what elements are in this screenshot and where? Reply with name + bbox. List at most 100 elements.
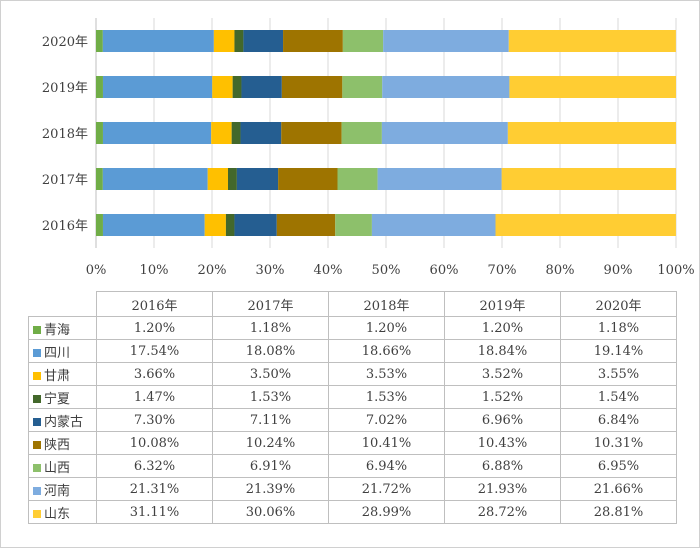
x-tick-label: 40%	[314, 263, 343, 278]
table-value-cell: 3.50%	[212, 362, 329, 386]
table-value-cell: 18.08%	[212, 339, 329, 363]
bar-segment	[207, 168, 229, 190]
bar-segment	[102, 168, 208, 190]
table-value-cell: 1.52%	[444, 385, 561, 409]
bar-segment	[236, 168, 279, 190]
table-value-cell: 19.14%	[560, 339, 677, 363]
table-row: 山东 31.11% 30.06% 28.99% 28.72% 28.81%	[28, 500, 677, 524]
bar-segment	[507, 122, 676, 144]
bar-segment	[96, 168, 103, 190]
y-tick-label: 2020年	[42, 35, 88, 50]
legend-swatch	[33, 440, 41, 449]
bar-segment	[278, 168, 338, 190]
table-value-cell: 17.54%	[96, 339, 213, 363]
table-value-cell: 7.02%	[328, 408, 445, 432]
table-value-cell: 6.94%	[328, 454, 445, 478]
bar-segment	[342, 76, 383, 98]
table-value-cell: 10.24%	[212, 431, 329, 455]
table-row: 四川 17.54% 18.08% 18.66% 18.84% 19.14%	[28, 339, 677, 363]
bar-segment	[383, 30, 509, 52]
table-column-header: 2018年	[328, 291, 445, 317]
table-row: 内蒙古 7.30% 7.11% 7.02% 6.96% 6.84%	[28, 408, 677, 432]
table-value-cell: 21.66%	[560, 477, 677, 501]
table-value-cell: 1.53%	[328, 385, 445, 409]
bar-segment	[281, 76, 343, 98]
bar-segment	[243, 30, 284, 52]
x-tick-label: 70%	[488, 263, 517, 278]
bar-segment	[241, 76, 282, 98]
bar-segment	[508, 30, 676, 52]
bar-segment	[342, 30, 384, 52]
data-table: 2016年 2017年 2018年 2019年 2020年 青海 1.20% 1.18% 1.2…	[28, 291, 677, 524]
table-value-cell: 3.52%	[444, 362, 561, 386]
table-value-cell: 18.84%	[444, 339, 561, 363]
table-value-cell: 28.99%	[328, 500, 445, 524]
table-value-cell: 7.11%	[212, 408, 329, 432]
series-name: 内蒙古	[44, 414, 84, 430]
table-value-cell: 1.53%	[212, 385, 329, 409]
x-tick-label: 60%	[430, 263, 459, 278]
table-value-cell: 1.18%	[560, 316, 677, 340]
bar-segment	[232, 76, 242, 98]
table-value-cell: 21.39%	[212, 477, 329, 501]
table-row: 山西 6.32% 6.91% 6.94% 6.88% 6.95%	[28, 454, 677, 478]
table-value-cell: 10.08%	[96, 431, 213, 455]
bar-segment	[231, 122, 241, 144]
bar-segment	[509, 76, 676, 98]
bar-segment	[96, 76, 103, 98]
bar-segment	[96, 214, 103, 236]
series-name: 宁夏	[44, 391, 71, 407]
bar-segment	[234, 214, 277, 236]
series-name-cell: 河南	[28, 477, 97, 501]
x-tick-label: 20%	[198, 263, 227, 278]
series-name: 陕西	[44, 437, 71, 453]
bar-segment	[225, 214, 235, 236]
y-tick-label: 2017年	[42, 173, 88, 188]
bar-segment	[337, 168, 378, 190]
x-tick-label: 10%	[140, 263, 169, 278]
bar-segment	[377, 168, 502, 190]
bar-segment	[212, 76, 233, 98]
table-corner-cell	[28, 291, 97, 317]
y-tick-label: 2016年	[42, 219, 88, 234]
table-value-cell: 6.91%	[212, 454, 329, 478]
table-value-cell: 3.55%	[560, 362, 677, 386]
bar-segment	[228, 168, 237, 190]
bar-segment	[102, 214, 205, 236]
bar-segment	[213, 30, 235, 52]
bar-segment	[96, 30, 103, 52]
series-name-cell: 甘肃	[28, 362, 97, 386]
series-name-cell: 四川	[28, 339, 97, 363]
bar-segment	[102, 30, 214, 52]
table-value-cell: 21.93%	[444, 477, 561, 501]
bar-segment	[234, 30, 244, 52]
bar-segment	[335, 214, 372, 236]
series-name-cell: 山西	[28, 454, 97, 478]
table-value-cell: 1.47%	[96, 385, 213, 409]
legend-swatch	[33, 371, 41, 380]
x-tick-label: 100%	[657, 263, 694, 278]
series-name: 青海	[44, 322, 71, 338]
table-value-cell: 7.30%	[96, 408, 213, 432]
bar-segment	[276, 214, 336, 236]
table-value-cell: 18.66%	[328, 339, 445, 363]
legend-swatch	[33, 463, 41, 472]
bar-segment	[382, 76, 510, 98]
series-name-cell: 青海	[28, 316, 97, 340]
bar-segment	[102, 76, 213, 98]
legend-swatch	[33, 348, 41, 357]
table-value-cell: 1.54%	[560, 385, 677, 409]
table-row: 青海 1.20% 1.18% 1.20% 1.20% 1.18%	[28, 316, 677, 340]
bar-segment	[283, 30, 343, 52]
stacked-bar-chart: 2016年 2017年 2018年 2019年 2020年 0% 10% 20% 30% 40% 5…	[42, 18, 695, 278]
x-tick-label: 90%	[604, 263, 633, 278]
table-value-cell: 1.20%	[96, 316, 213, 340]
table-value-cell: 21.31%	[96, 477, 213, 501]
x-tick-label: 80%	[546, 263, 575, 278]
table-value-cell: 3.53%	[328, 362, 445, 386]
series-name: 山西	[44, 460, 71, 476]
x-tick-label: 0%	[86, 263, 107, 278]
table-value-cell: 10.43%	[444, 431, 561, 455]
table-column-header: 2019年	[444, 291, 561, 317]
legend-swatch	[33, 394, 41, 403]
